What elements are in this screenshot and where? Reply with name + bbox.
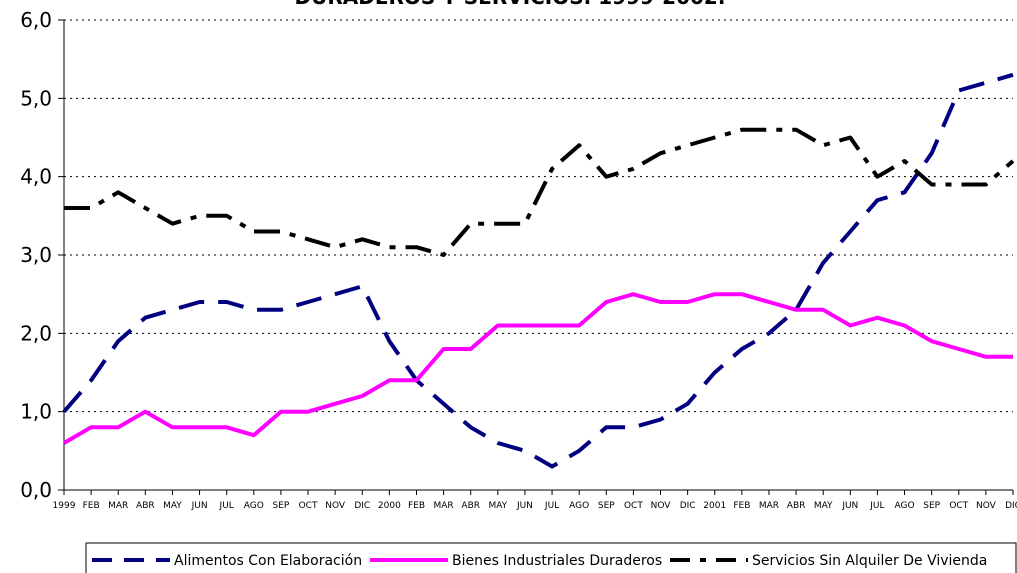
x-tick-label: DIC	[354, 501, 370, 511]
x-tick-label: JUL	[219, 501, 234, 511]
x-tick-label: ABR	[787, 501, 806, 511]
y-tick-label: 3,0	[20, 243, 52, 267]
x-tick-label: JUL	[869, 501, 884, 511]
x-tick-label: SEP	[923, 501, 940, 511]
y-tick-label: 5,0	[20, 86, 52, 110]
y-tick-label: 0,0	[20, 478, 52, 502]
x-tick-label: 2001	[703, 501, 726, 511]
legend: Alimentos Con Elaboración Bienes Industri…	[85, 542, 1017, 573]
legend-label-3: Servicios Sin Alquiler De Vivienda	[752, 553, 987, 569]
x-tick-label: AGO	[569, 501, 589, 511]
x-tick-label: JUN	[516, 501, 533, 511]
series-line-3	[64, 127, 1015, 257]
x-axis: 1999 FEB MAR ABR MAY JUN JUL AGO SEP OCT NOV DIC 200…	[53, 489, 1017, 511]
x-tick-label: NOV	[976, 501, 997, 511]
x-tick-label: OCT	[949, 501, 968, 511]
x-tick-label: JUN	[841, 501, 858, 511]
x-tick-label: FEB	[83, 501, 100, 511]
x-tick-label: MAR	[108, 501, 128, 511]
x-tick-label: NOV	[651, 501, 672, 511]
x-tick-label: MAY	[814, 501, 833, 511]
x-tick-label: 1999	[53, 501, 76, 511]
x-tick-label: DIC	[1005, 501, 1017, 511]
legend-box	[85, 542, 1017, 573]
x-tick-label: ABR	[136, 501, 155, 511]
x-tick-label: FEB	[733, 501, 750, 511]
series-line-2	[62, 292, 1013, 445]
y-tick-label: 2,0	[20, 321, 52, 345]
x-tick-label: SEP	[598, 501, 615, 511]
x-tick-label: OCT	[299, 501, 318, 511]
legend-label-1: Alimentos Con Elaboración	[174, 553, 362, 569]
x-tick-label: NOV	[325, 501, 346, 511]
series-lines	[62, 72, 1015, 469]
x-tick-label: MAY	[488, 501, 507, 511]
x-tick-label: OCT	[624, 501, 643, 511]
x-tick-label: MAR	[759, 501, 779, 511]
x-tick-label: SEP	[273, 501, 290, 511]
gridlines	[64, 19, 1013, 413]
x-tick-label: ABR	[461, 501, 480, 511]
x-tick-label: JUL	[544, 501, 559, 511]
x-tick-label: 2000	[378, 501, 401, 511]
y-tick-label: 4,0	[20, 165, 52, 189]
x-tick-label: FEB	[408, 501, 425, 511]
x-tick-label: MAR	[434, 501, 454, 511]
series-line-1	[62, 72, 1014, 469]
x-tick-label: MAY	[163, 501, 182, 511]
chart-title: DURADEROS Y SERVICIOS. 1999-2002.	[295, 0, 726, 9]
legend-label-2: Bienes Industriales Duraderos	[452, 553, 662, 569]
x-tick-label: DIC	[680, 501, 696, 511]
y-tick-label: 6,0	[20, 8, 52, 32]
x-tick-label: JUN	[191, 501, 208, 511]
y-tick-label: 1,0	[20, 400, 52, 424]
y-axis: 0,0 1,0 2,0 3,0 4,0 5,0 6,0	[20, 8, 65, 502]
x-tick-label: AGO	[244, 501, 264, 511]
x-tick-label: AGO	[895, 501, 915, 511]
